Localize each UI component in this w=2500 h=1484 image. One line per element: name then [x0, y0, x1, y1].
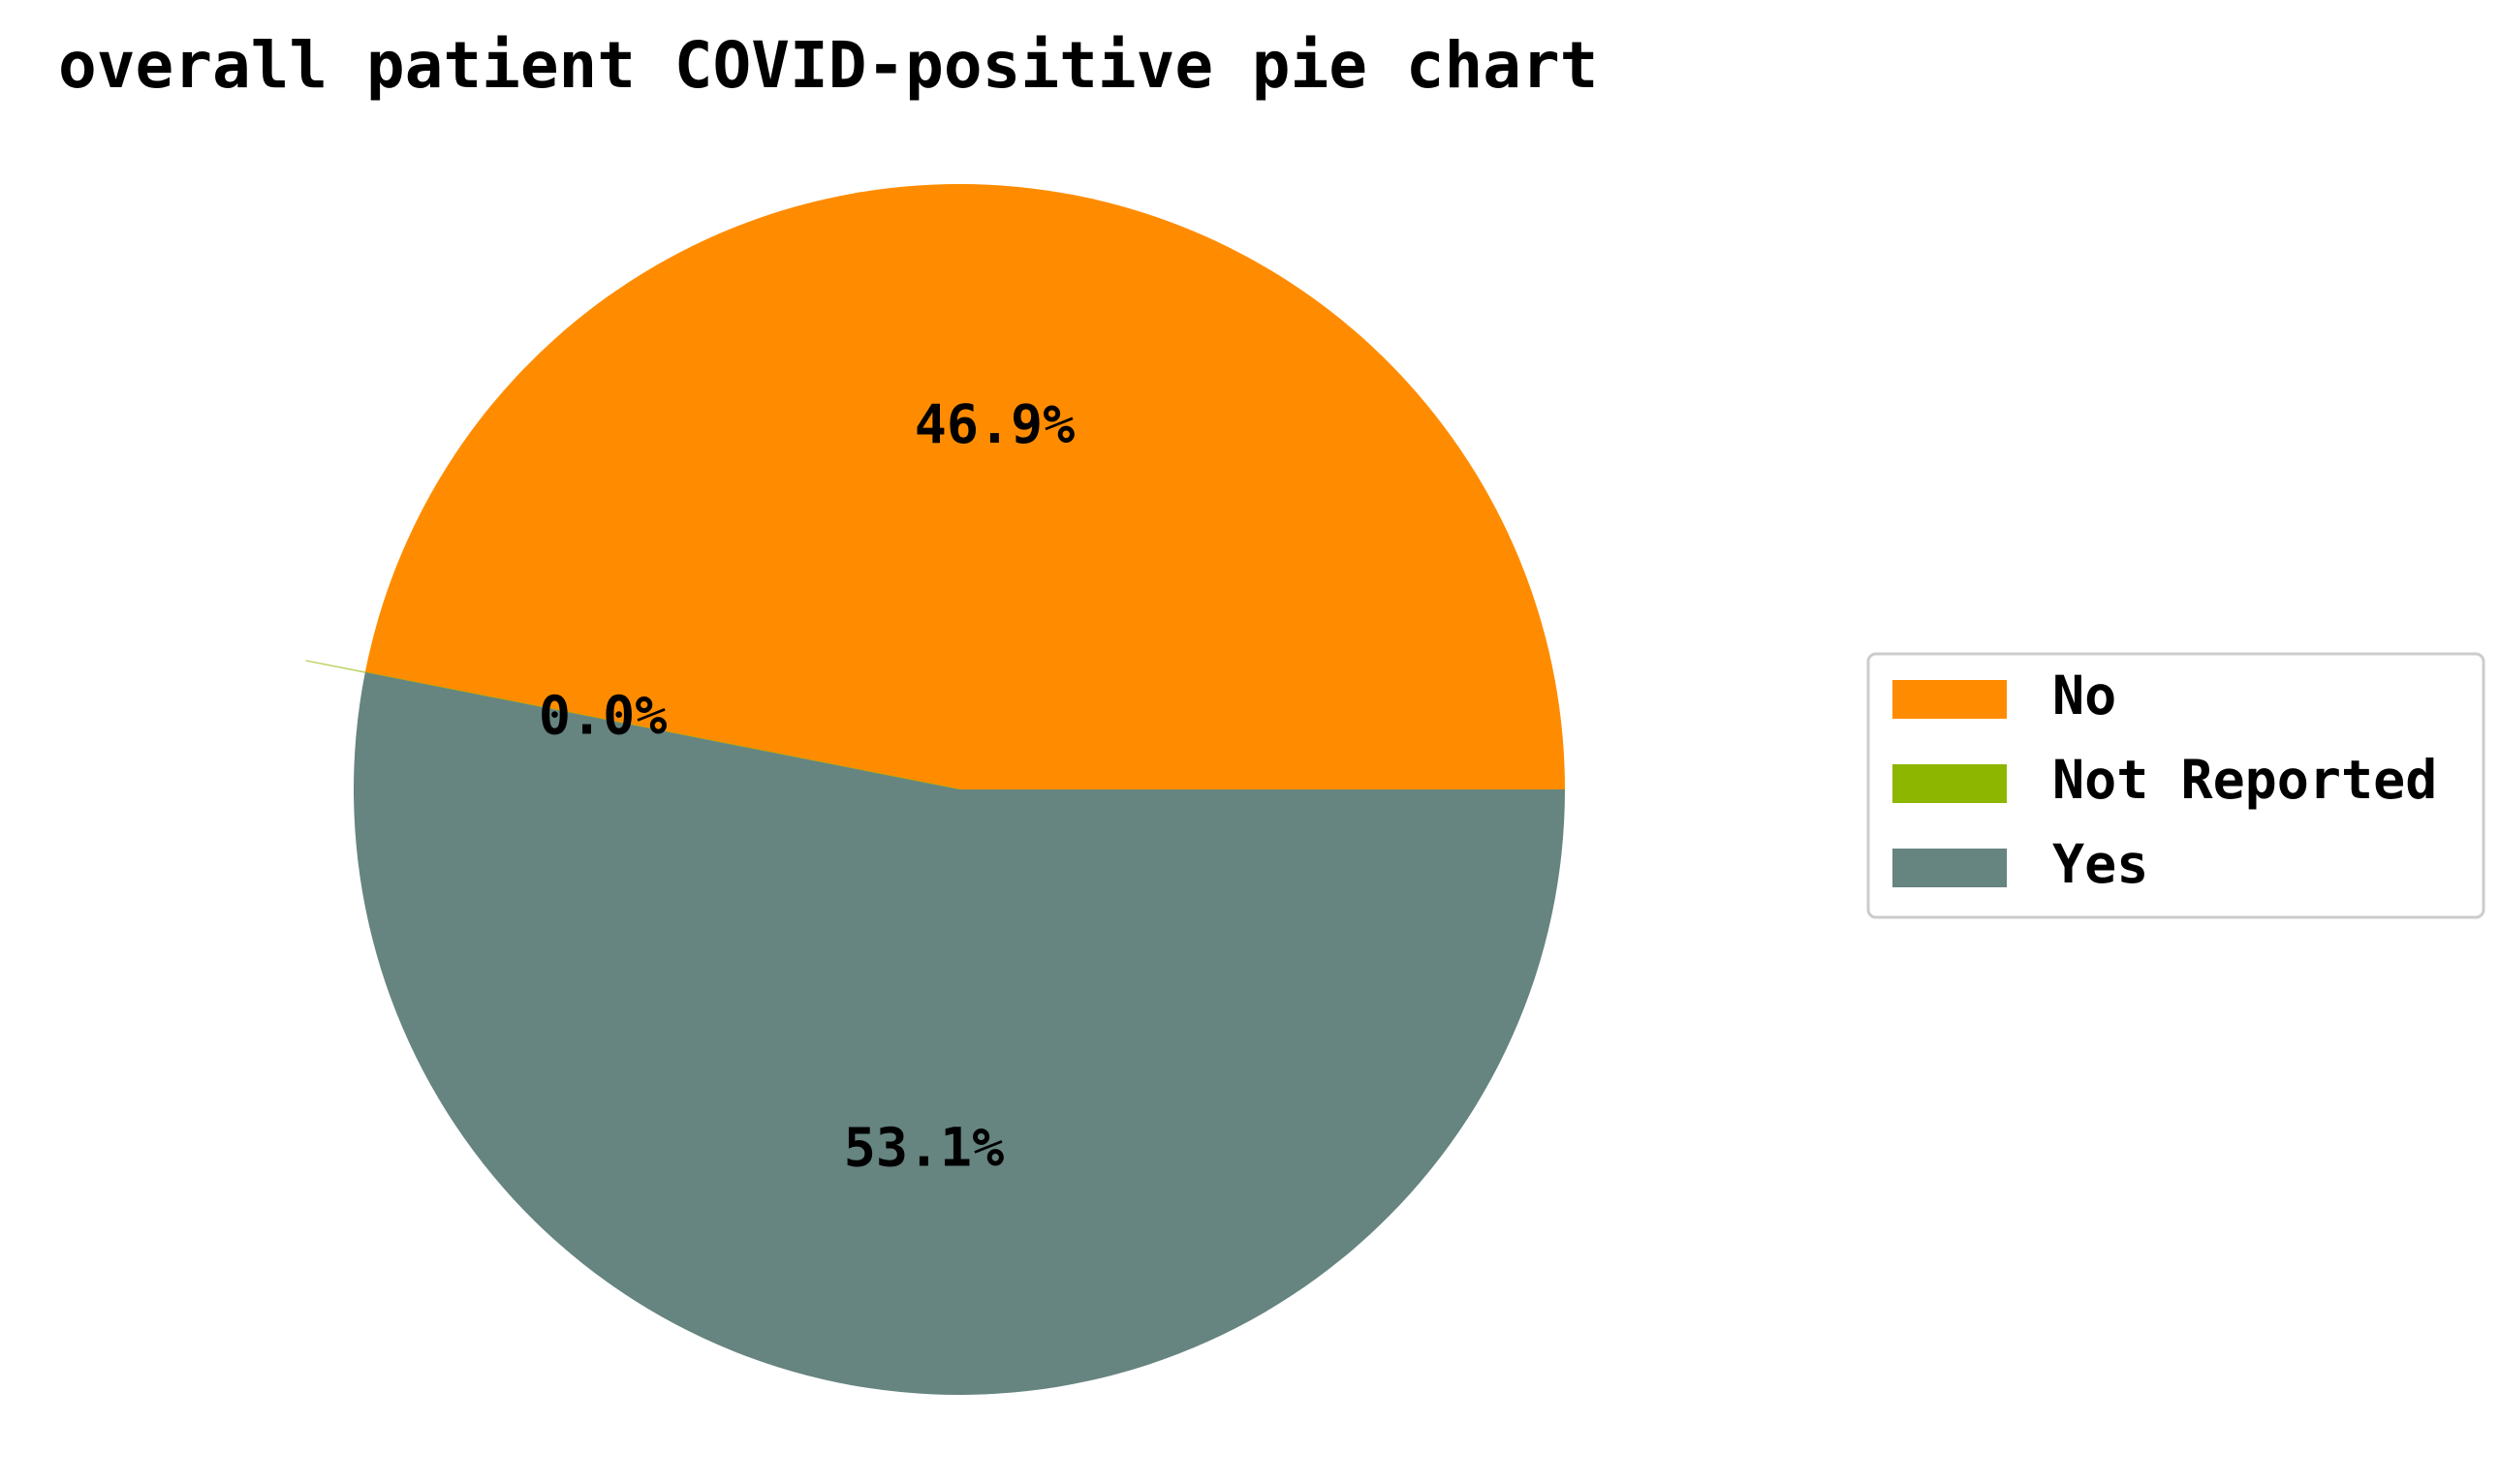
legend-label-yes: Yes: [2052, 833, 2148, 895]
chart-title: overall patient COVID-positive pie chart: [58, 28, 1598, 103]
legend-frame: [1866, 652, 2485, 919]
pie-slices: [305, 184, 1566, 1396]
pie-slice-yes: [353, 672, 1566, 1396]
legend-swatch-yes: [1892, 849, 2007, 887]
percent-label-yes: 53.1%: [844, 1116, 1005, 1178]
percent-label-no: 46.9%: [915, 393, 1076, 455]
pie-percent-labels: 46.9% 0.0% 53.1%: [539, 393, 1075, 1178]
legend-label-no: No: [2052, 665, 2116, 727]
legend: No Not Reported Yes: [1866, 652, 2485, 919]
legend-label-not-reported: Not Reported: [2052, 749, 2437, 811]
legend-items: No Not Reported Yes: [1892, 665, 2437, 895]
pie-slice-no: [364, 184, 1566, 790]
percent-label-not-reported: 0.0%: [539, 685, 667, 747]
legend-swatch-no: [1892, 680, 2007, 719]
legend-swatch-not-reported: [1892, 764, 2007, 803]
